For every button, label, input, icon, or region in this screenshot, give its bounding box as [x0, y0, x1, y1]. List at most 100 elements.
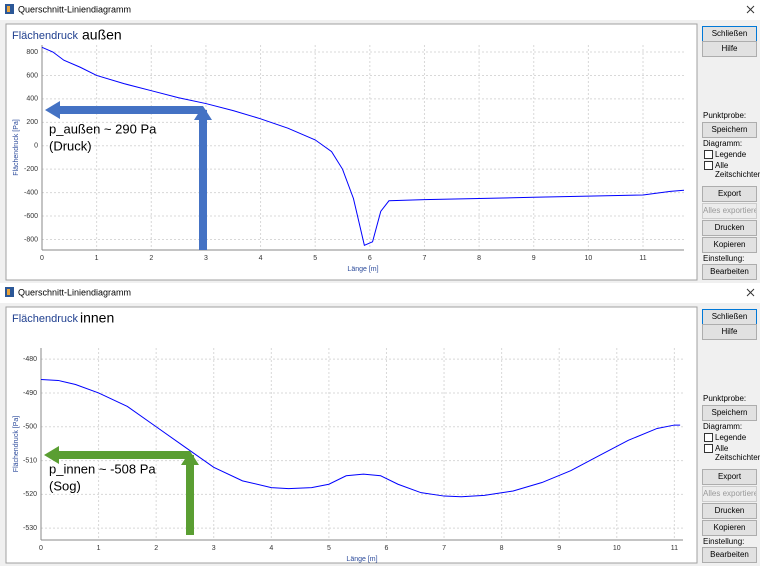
- chart-subtitle: außen: [82, 27, 122, 43]
- x-tick-label: 7: [442, 545, 446, 552]
- y-tick-label: 200: [26, 119, 38, 126]
- y-axis-label: Flächendruck [Pa]: [13, 416, 20, 472]
- button: Alles exportieren: [702, 486, 757, 502]
- button[interactable]: Speichern: [702, 405, 757, 421]
- button[interactable]: Export: [702, 469, 757, 485]
- checkbox[interactable]: Alle Zeitschichten: [704, 161, 760, 179]
- close-icon: [746, 5, 755, 14]
- x-tick-label: 9: [557, 545, 561, 552]
- button[interactable]: Hilfe: [702, 41, 757, 57]
- x-tick-label: 8: [500, 545, 504, 552]
- close-icon: [746, 288, 755, 297]
- checkbox-label: Alle Zeitschichten: [715, 161, 760, 179]
- checkbox-label: Alle Zeitschichten: [715, 444, 760, 462]
- x-tick-label: 1: [95, 255, 99, 262]
- button[interactable]: Bearbeiten: [702, 547, 757, 563]
- button[interactable]: Kopieren: [702, 237, 757, 253]
- window-title: Querschnitt-Liniendiagramm: [18, 287, 131, 297]
- arrow-shaft: [58, 106, 203, 114]
- y-axis-label: Flächendruck [Pa]: [13, 119, 20, 175]
- x-tick-label: 2: [154, 545, 158, 552]
- x-tick-label: 0: [40, 255, 44, 262]
- annotation: p_außen ~ 290 Pa: [49, 121, 157, 136]
- arrow-head: [44, 446, 59, 464]
- x-axis-label: Länge [m]: [346, 556, 377, 563]
- x-tick-label: 3: [212, 545, 216, 552]
- chart-title: Flächendruck: [12, 313, 79, 325]
- title-bar: [0, 283, 760, 303]
- app-icon-inner: [7, 289, 10, 295]
- x-tick-label: 5: [327, 545, 331, 552]
- checkbox-label: Legende: [715, 150, 747, 159]
- chart-title: Flächendruck: [12, 30, 79, 42]
- y-tick-label: -490: [23, 390, 37, 397]
- button: Alles exportieren: [702, 203, 757, 219]
- y-tick-label: -500: [23, 424, 37, 431]
- button[interactable]: Export: [702, 186, 757, 202]
- x-tick-label: 9: [532, 255, 536, 262]
- x-tick-label: 4: [269, 545, 273, 552]
- button[interactable]: Speichern: [702, 122, 757, 138]
- x-tick-label: 0: [39, 545, 43, 552]
- button[interactable]: Hilfe: [702, 324, 757, 340]
- x-tick-label: 8: [477, 255, 481, 262]
- y-tick-label: -600: [24, 213, 38, 220]
- y-tick-label: -480: [23, 356, 37, 363]
- button[interactable]: Schließen: [702, 26, 757, 42]
- title-bar: [0, 0, 760, 20]
- window-title: Querschnitt-Liniendiagramm: [18, 4, 131, 14]
- arrow-shaft: [57, 451, 190, 459]
- x-tick-label: 1: [97, 545, 101, 552]
- x-tick-label: 6: [368, 255, 372, 262]
- annotation: (Sog): [49, 478, 81, 493]
- y-tick-label: 0: [34, 143, 38, 150]
- button[interactable]: Bearbeiten: [702, 264, 757, 280]
- x-tick-label: 11: [671, 545, 678, 552]
- checkbox[interactable]: Legende: [704, 150, 760, 159]
- chart-frame: [5, 23, 698, 281]
- checkbox-box[interactable]: [704, 150, 713, 159]
- annotation: p_innen ~ -508 Pa: [49, 461, 156, 476]
- x-tick-label: 6: [385, 545, 389, 552]
- y-tick-label: -200: [24, 166, 38, 173]
- arrow-shaft: [186, 455, 194, 535]
- data-line: [40, 378, 681, 498]
- x-tick-label: 7: [423, 255, 427, 262]
- button[interactable]: Kopieren: [702, 520, 757, 536]
- chart-frame: [5, 306, 698, 564]
- x-tick-label: 3: [204, 255, 208, 262]
- annotation: (Druck): [49, 138, 92, 153]
- checkbox-box[interactable]: [704, 444, 713, 453]
- button[interactable]: Drucken: [702, 220, 757, 236]
- y-tick-label: 600: [26, 72, 38, 79]
- checkbox[interactable]: Legende: [704, 433, 760, 442]
- label: Punktprobe:: [703, 111, 747, 120]
- label: Diagramm:: [703, 422, 743, 431]
- y-tick-label: -400: [24, 189, 38, 196]
- label: Einstellung:: [703, 254, 745, 263]
- y-tick-label: 400: [26, 96, 38, 103]
- checkbox-label: Legende: [715, 433, 747, 442]
- x-tick-label: 10: [584, 255, 592, 262]
- y-tick-label: -520: [23, 491, 37, 498]
- button[interactable]: Drucken: [702, 503, 757, 519]
- x-tick-label: 5: [313, 255, 317, 262]
- x-axis-label: Länge [m]: [347, 266, 378, 273]
- checkbox-box[interactable]: [704, 161, 713, 170]
- x-tick-label: 2: [149, 255, 153, 262]
- checkbox[interactable]: Alle Zeitschichten: [704, 444, 760, 462]
- y-tick-label: -530: [23, 525, 37, 532]
- button[interactable]: Schließen: [702, 309, 757, 325]
- arrow-head: [45, 101, 60, 119]
- y-tick-label: -800: [24, 236, 38, 243]
- x-tick-label: 11: [639, 255, 646, 262]
- chart-subtitle: innen: [80, 310, 114, 326]
- checkbox-box[interactable]: [704, 433, 713, 442]
- y-tick-label: 800: [26, 49, 38, 56]
- label: Punktprobe:: [703, 394, 747, 403]
- x-tick-label: 4: [259, 255, 263, 262]
- app-icon-inner: [7, 6, 10, 12]
- label: Einstellung:: [703, 537, 745, 546]
